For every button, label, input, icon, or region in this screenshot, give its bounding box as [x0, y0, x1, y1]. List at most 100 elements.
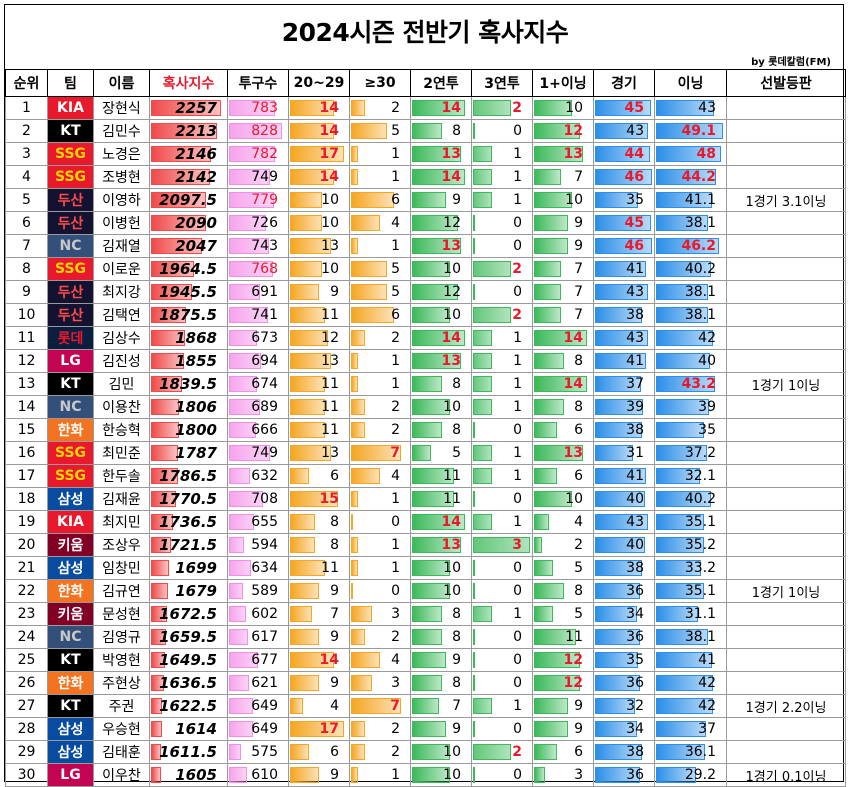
- inn1-value: 7: [574, 284, 583, 300]
- innings-cell: 38.1: [654, 211, 727, 235]
- inn1-bar: [534, 330, 587, 346]
- inn1-bar: [534, 307, 561, 323]
- innings-bar: [656, 744, 705, 760]
- p30-bar: [351, 376, 358, 392]
- inn1-cell: 12: [532, 671, 594, 695]
- innings-value: 38.1: [684, 284, 716, 300]
- games-bar: [595, 606, 637, 622]
- b3-value: 0: [513, 123, 522, 139]
- p20-bar: [290, 123, 334, 139]
- pitches-value: 621: [251, 675, 278, 691]
- start-info: [726, 326, 846, 350]
- player-name: 김영규: [93, 625, 150, 649]
- inn1-bar: [534, 445, 583, 461]
- b3-bar: [473, 399, 492, 415]
- b2-value: 10: [443, 744, 461, 760]
- score-cell: 1659.5: [149, 625, 228, 649]
- p20-bar: [290, 560, 325, 576]
- inn1-value: 6: [574, 422, 583, 438]
- games-bar: [595, 629, 640, 645]
- score-cell: 2146: [149, 142, 228, 166]
- rank-cell: 28: [5, 717, 48, 741]
- score-value: 1636.5: [159, 674, 217, 692]
- b3-cell: 1: [471, 510, 533, 534]
- games-cell: 32: [593, 694, 655, 718]
- b3-cell: 0: [471, 556, 533, 580]
- b3-cell: 0: [471, 119, 533, 143]
- inn1-bar: [534, 468, 557, 484]
- team-badge: SSG: [47, 165, 94, 189]
- b2-value: 8: [452, 629, 461, 645]
- inn1-cell: 12: [532, 648, 594, 672]
- pitches-bar: [229, 514, 254, 530]
- inn1-value: 9: [574, 215, 583, 231]
- pitches-cell: 677: [227, 648, 289, 672]
- table-row: 20 키움 조상우 1721.5 594 8 1 13 3 2 40 35.2: [5, 533, 846, 557]
- table-row: 27 KT 주권 1622.5 649 4 7 7 1 9 32 42 1경기 2.2이닝: [5, 694, 846, 718]
- inn1-value: 6: [574, 468, 583, 484]
- b2-cell: 8: [410, 418, 472, 442]
- inn1-cell: 8: [532, 349, 594, 373]
- p30-cell: 3: [349, 602, 411, 626]
- score-bar: [151, 376, 182, 392]
- inn1-cell: 10: [532, 96, 594, 120]
- b3-cell: 2: [471, 740, 533, 764]
- innings-bar: [656, 376, 715, 392]
- b2-bar: [412, 675, 442, 691]
- team-badge: SSG: [47, 257, 94, 281]
- innings-bar: [656, 146, 721, 162]
- inn1-bar: [534, 399, 564, 415]
- p30-cell: 5: [349, 119, 411, 143]
- score-bar: [151, 238, 202, 254]
- b3-bar: [473, 560, 475, 576]
- innings-cell: 44.2: [654, 165, 727, 189]
- pitches-bar: [229, 606, 246, 622]
- innings-cell: 29.2: [654, 763, 727, 787]
- header-team: 팀: [47, 69, 94, 97]
- score-value: 1806: [175, 398, 217, 416]
- b2-value: 12: [443, 215, 461, 231]
- pitches-cell: 708: [227, 487, 289, 511]
- p20-value: 8: [330, 514, 339, 530]
- player-name: 김진성: [93, 349, 150, 373]
- inn1-cell: 6: [532, 418, 594, 442]
- p30-value: 3: [391, 606, 400, 622]
- innings-cell: 38.1: [654, 280, 727, 304]
- inn1-bar: [534, 284, 561, 300]
- team-badge: LG: [47, 763, 94, 787]
- start-info: [726, 303, 846, 327]
- p30-value: 6: [391, 192, 400, 208]
- b3-bar: [473, 468, 492, 484]
- innings-value: 42: [698, 675, 716, 691]
- table-row: 11 롯데 김상수 1868 673 12 2 14 1 14 43 42: [5, 326, 846, 350]
- b2-value: 11: [443, 468, 461, 484]
- innings-cell: 42: [654, 671, 727, 695]
- games-cell: 37: [593, 372, 655, 396]
- p20-bar: [290, 767, 319, 783]
- pitches-value: 610: [251, 767, 278, 783]
- p30-bar: [351, 100, 365, 116]
- table-row: 17 SSG 한두솔 1786.5 632 6 4 11 1 6 41 32.1: [5, 464, 846, 488]
- innings-cell: 31.1: [654, 602, 727, 626]
- p30-cell: 2: [349, 740, 411, 764]
- p20-value: 14: [319, 100, 339, 116]
- player-name: 조상우: [93, 533, 150, 557]
- score-value: 1614: [175, 720, 217, 738]
- p30-bar: [351, 537, 358, 553]
- p30-cell: 6: [349, 303, 411, 327]
- inn1-cell: 6: [532, 740, 594, 764]
- games-value: 46: [624, 238, 644, 254]
- score-value: 1787: [175, 444, 217, 462]
- pitches-value: 708: [251, 491, 278, 507]
- p30-bar: [351, 583, 353, 599]
- b2-bar: [412, 560, 450, 576]
- innings-bar: [656, 560, 701, 576]
- p20-cell: 9: [288, 579, 350, 603]
- games-value: 43: [626, 284, 644, 300]
- p30-bar: [351, 353, 358, 369]
- innings-bar: [656, 100, 714, 116]
- score-value: 1868: [175, 329, 217, 347]
- b2-value: 10: [443, 767, 461, 783]
- b2-cell: 10: [410, 257, 472, 281]
- score-bar: [151, 192, 206, 208]
